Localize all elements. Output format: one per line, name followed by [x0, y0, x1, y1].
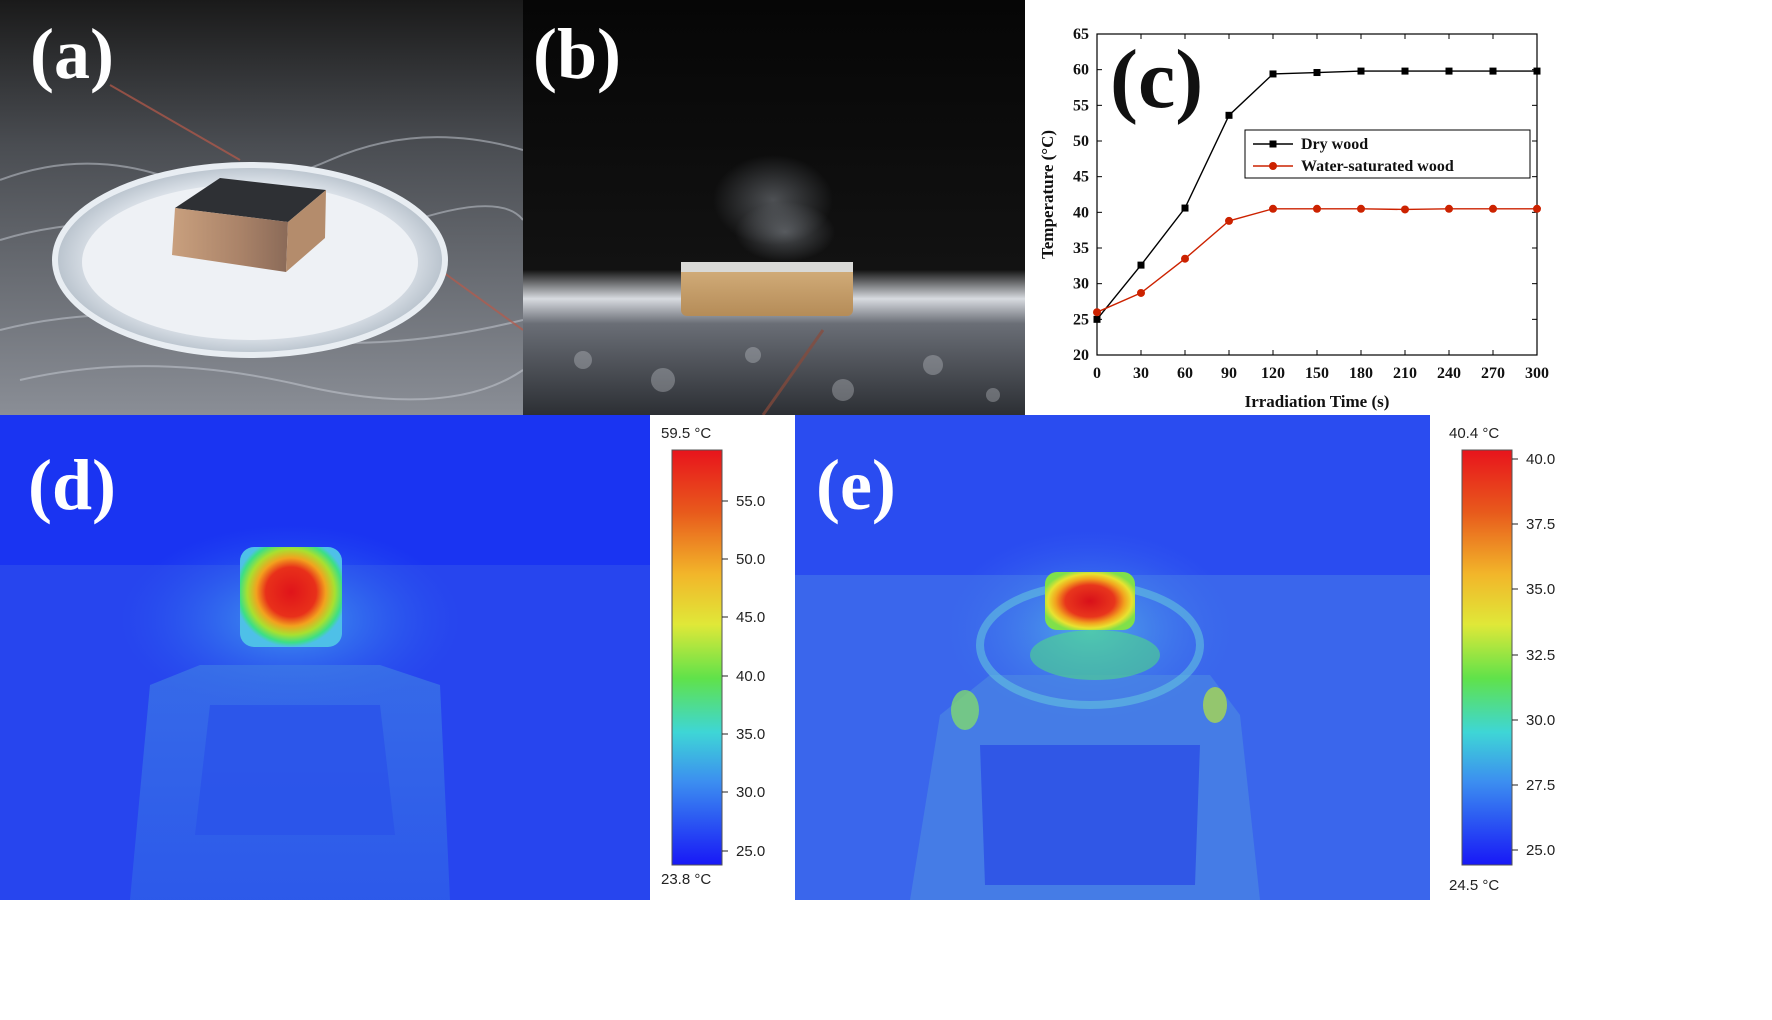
data-point	[1357, 67, 1365, 75]
colorbar-e-tick: 27.5	[1526, 777, 1556, 794]
colorbar-d-tick: 30.0	[736, 784, 766, 801]
colorbar-e-tick: 35.0	[1526, 581, 1556, 598]
colorbar-d-tick: 55.0	[736, 493, 766, 510]
data-point	[1357, 204, 1365, 213]
data-point	[1093, 308, 1101, 317]
data-point	[1533, 67, 1541, 75]
data-point	[1269, 70, 1277, 78]
y-tick-label: 30	[1073, 276, 1089, 293]
panel-c-label: (c)	[1110, 33, 1204, 126]
panel-b-label: (b)	[533, 14, 621, 94]
panel-b-illustration	[523, 0, 1025, 415]
y-tick-label: 35	[1073, 240, 1089, 257]
y-tick-label: 25	[1073, 311, 1089, 328]
x-tick-label: 90	[1221, 365, 1237, 382]
colorbar-d-tick: 45.0	[736, 609, 766, 626]
legend-box	[1244, 129, 1531, 179]
data-point	[1401, 67, 1409, 75]
data-point	[1181, 204, 1189, 212]
colorbar-e-tick: 40.0	[1526, 451, 1556, 468]
panel-e-illustration	[795, 415, 1518, 900]
data-point	[1489, 67, 1497, 75]
x-tick-label: 180	[1349, 365, 1373, 382]
legend-marker	[1269, 162, 1277, 170]
colorbar-e-tick: 32.5	[1526, 647, 1556, 664]
series-line-1	[1096, 208, 1537, 313]
data-point	[1093, 315, 1101, 323]
data-point	[1489, 204, 1497, 213]
x-tick-label: 240	[1437, 365, 1461, 382]
colorbar-e-max: 40.4 °C	[1449, 425, 1500, 442]
data-point	[1181, 254, 1189, 263]
data-point	[1313, 69, 1321, 77]
legend-marker	[1269, 140, 1277, 148]
data-point	[1225, 111, 1233, 119]
y-tick-label: 20	[1073, 347, 1089, 364]
colorbar-d-tick: 40.0	[736, 668, 766, 685]
panel-a-illustration	[0, 0, 523, 415]
y-tick-label: 50	[1073, 133, 1089, 150]
panel-e-thermal: (e) 40.4 °C 24.5 °C 40.0 37.5 35.0 32.5 …	[790, 415, 1772, 1020]
colorbar-d-min: 23.8 °C	[661, 871, 712, 888]
x-tick-label: 210	[1393, 365, 1417, 382]
panel-d-illustration	[0, 415, 728, 900]
data-point	[1137, 261, 1145, 269]
y-tick-label: 60	[1073, 62, 1089, 79]
y-axis-label: Temperature (°C)	[1038, 130, 1057, 259]
x-axis-label: Irradiation Time (s)	[1245, 392, 1390, 411]
x-tick-label: 30	[1133, 365, 1149, 382]
colorbar-d-max: 59.5 °C	[661, 425, 712, 442]
data-point	[1533, 204, 1541, 213]
panel-a-label: (a)	[30, 14, 114, 94]
legend-label: Water-saturated wood	[1301, 158, 1454, 175]
colorbar-e-tick: 37.5	[1526, 516, 1556, 533]
x-tick-label: 300	[1525, 365, 1549, 382]
panel-d-label: (d)	[28, 445, 116, 525]
data-point	[1269, 204, 1277, 213]
legend-label: Dry wood	[1301, 136, 1368, 153]
panel-a-photo: (a)	[0, 0, 523, 415]
data-point	[1445, 67, 1453, 75]
y-tick-label: 45	[1073, 169, 1089, 186]
y-tick-label: 55	[1073, 97, 1089, 114]
colorbar-d-tick: 50.0	[736, 551, 766, 568]
panel-d-thermal: (d) 59.5 °C 23.8 °C 55.0 50.0 45.0 40.0 …	[0, 415, 790, 1020]
data-point	[1137, 288, 1145, 297]
x-tick-label: 120	[1261, 365, 1285, 382]
y-tick-label: 65	[1073, 26, 1089, 43]
colorbar-d-tick: 35.0	[736, 726, 766, 743]
colorbar-e-min: 24.5 °C	[1449, 877, 1500, 894]
panel-b-photo: (b)	[523, 0, 1025, 415]
x-tick-label: 270	[1481, 365, 1505, 382]
x-tick-label: 0	[1093, 365, 1101, 382]
temperature-chart: 0 30 60 90 120 150 180 210 240 270 300 20 25 30 35 40 45…	[1038, 26, 1549, 411]
data-point	[1313, 204, 1321, 213]
data-point	[1225, 216, 1233, 225]
y-tick-label: 40	[1073, 204, 1089, 221]
x-tick-label: 60	[1177, 365, 1193, 382]
panel-e-label: (e)	[816, 445, 896, 525]
colorbar-e-tick: 30.0	[1526, 712, 1556, 729]
x-tick-label: 150	[1305, 365, 1329, 382]
panel-c-chart: 0 30 60 90 120 150 180 210 240 270 300 20 25 30 35 40 45…	[1025, 0, 1772, 415]
data-point	[1445, 204, 1453, 213]
colorbar-d-tick: 25.0	[736, 843, 766, 860]
data-point	[1401, 205, 1409, 214]
colorbar-e-tick: 25.0	[1526, 842, 1556, 859]
